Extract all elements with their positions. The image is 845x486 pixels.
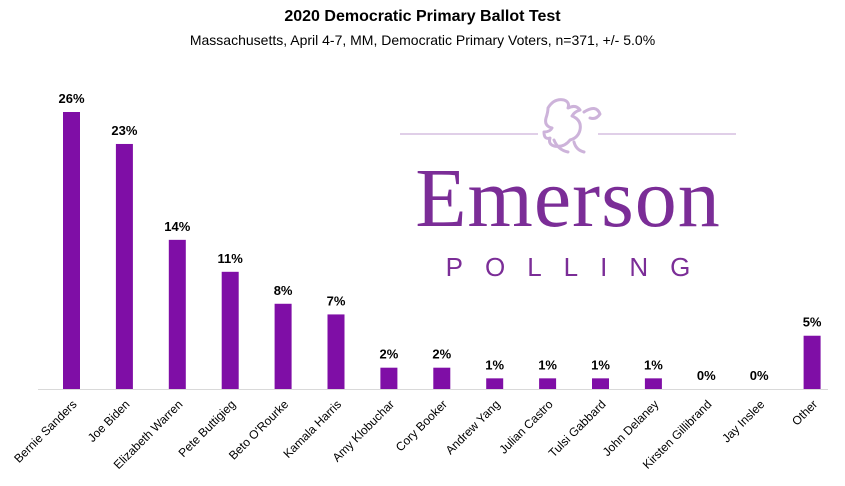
data-label: 14% (164, 219, 190, 234)
data-label: 1% (644, 357, 663, 372)
bar (486, 378, 504, 389)
data-label: 1% (591, 357, 610, 372)
data-label: 8% (274, 283, 293, 298)
x-tick-label: Andrew Yang (443, 397, 503, 457)
data-label: 23% (111, 123, 137, 138)
data-label: 2% (432, 347, 451, 362)
data-label: 1% (485, 357, 504, 372)
data-label: 26% (58, 91, 84, 106)
chart-title: 2020 Democratic Primary Ballot Test (284, 8, 561, 25)
bar (221, 271, 239, 389)
watermark-sub: POLLING (445, 252, 713, 282)
data-label: 11% (218, 251, 244, 266)
watermark-word: Emerson (415, 152, 721, 245)
bar (115, 143, 133, 389)
data-label: 7% (327, 293, 346, 308)
x-tick-label: Joe Biden (85, 397, 133, 445)
data-label: 5% (803, 315, 822, 330)
x-tick-label: Cory Booker (393, 397, 450, 454)
data-label: 0% (697, 368, 716, 383)
bar (539, 378, 557, 389)
bar (63, 112, 80, 389)
x-tick-label: Bernie Sanders (11, 397, 79, 465)
chart-subtitle: Massachusetts, April 4-7, MM, Democratic… (189, 32, 656, 48)
bar (327, 314, 345, 389)
x-tick-label: Jay Inslee (719, 397, 767, 445)
data-label: 1% (538, 357, 557, 372)
bar (274, 303, 292, 389)
bar (592, 378, 609, 389)
data-label: 0% (750, 368, 769, 383)
bar (803, 335, 821, 389)
bar (433, 367, 451, 389)
bar (168, 239, 186, 389)
bar (380, 367, 398, 389)
bar (644, 378, 662, 389)
x-tick-label: Other (789, 397, 820, 428)
lion-rampant-icon (400, 98, 736, 154)
data-label: 2% (380, 347, 399, 362)
